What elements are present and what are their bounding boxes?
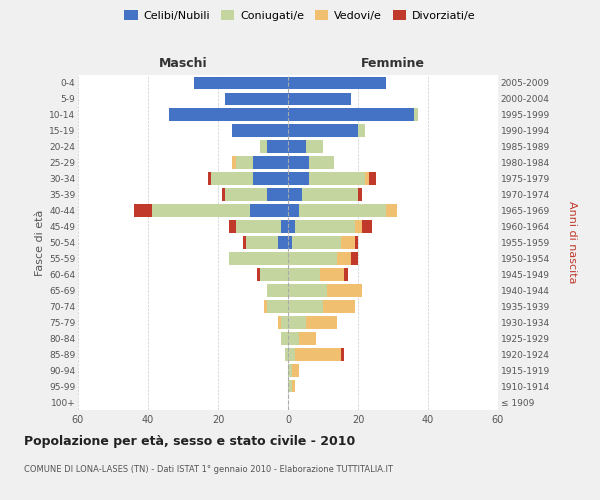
Bar (305, 316, 337, 328)
Bar (250, 204, 288, 217)
Bar (288, 332, 299, 344)
Bar (309, 156, 334, 169)
Bar (326, 284, 361, 296)
Text: Femmine: Femmine (361, 57, 425, 70)
Bar (288, 364, 292, 376)
Bar (229, 220, 235, 233)
Bar (292, 380, 295, 392)
Bar (225, 92, 288, 106)
Bar (232, 156, 235, 169)
Bar (288, 140, 305, 153)
Bar (368, 172, 376, 185)
Bar (288, 172, 309, 185)
Bar (344, 268, 347, 281)
Bar (169, 108, 288, 122)
Bar (320, 268, 344, 281)
Bar (295, 220, 355, 233)
Bar (151, 204, 250, 217)
Bar (288, 188, 302, 201)
Bar (288, 92, 351, 106)
Bar (288, 284, 326, 296)
Bar (288, 76, 386, 90)
Bar (288, 268, 320, 281)
Bar (292, 364, 299, 376)
Bar (260, 140, 267, 153)
Bar (361, 220, 372, 233)
Bar (284, 348, 288, 360)
Bar (365, 172, 368, 185)
Bar (288, 124, 358, 137)
Bar (281, 220, 288, 233)
Bar (229, 252, 288, 265)
Bar (288, 300, 323, 312)
Bar (414, 108, 418, 122)
Bar (323, 300, 355, 312)
Bar (257, 268, 260, 281)
Bar (242, 236, 246, 249)
Bar (288, 252, 337, 265)
Bar (288, 204, 299, 217)
Bar (288, 156, 309, 169)
Bar (232, 124, 288, 137)
Bar (337, 252, 351, 265)
Bar (267, 140, 288, 153)
Bar (288, 220, 295, 233)
Bar (225, 188, 267, 201)
Legend: Celibi/Nubili, Coniugati/e, Vedovi/e, Divorziati/e: Celibi/Nubili, Coniugati/e, Vedovi/e, Di… (120, 6, 480, 25)
Bar (288, 316, 305, 328)
Bar (267, 300, 288, 312)
Bar (134, 204, 151, 217)
Bar (260, 268, 288, 281)
Bar (281, 316, 288, 328)
Bar (277, 236, 288, 249)
Bar (358, 188, 361, 201)
Bar (355, 236, 358, 249)
Bar (277, 316, 281, 328)
Bar (281, 332, 288, 344)
Bar (235, 220, 281, 233)
Bar (253, 156, 288, 169)
Text: COMUNE DI LONA-LASES (TN) - Dati ISTAT 1° gennaio 2010 - Elaborazione TUTTITALIA: COMUNE DI LONA-LASES (TN) - Dati ISTAT 1… (24, 465, 393, 474)
Bar (309, 172, 365, 185)
Bar (351, 252, 358, 265)
Text: Maschi: Maschi (158, 57, 208, 70)
Bar (193, 76, 288, 90)
Bar (267, 284, 288, 296)
Bar (292, 236, 341, 249)
Bar (288, 380, 292, 392)
Bar (221, 188, 225, 201)
Bar (305, 140, 323, 153)
Bar (302, 188, 358, 201)
Bar (341, 236, 355, 249)
Bar (253, 172, 288, 185)
Y-axis label: Fasce di età: Fasce di età (35, 210, 45, 276)
Bar (288, 108, 414, 122)
Bar (263, 300, 267, 312)
Bar (299, 332, 316, 344)
Bar (295, 348, 341, 360)
Bar (267, 188, 288, 201)
Text: Popolazione per età, sesso e stato civile - 2010: Popolazione per età, sesso e stato civil… (24, 435, 355, 448)
Bar (288, 348, 295, 360)
Y-axis label: Anni di nascita: Anni di nascita (566, 201, 577, 284)
Bar (211, 172, 253, 185)
Bar (246, 236, 277, 249)
Bar (355, 220, 361, 233)
Bar (235, 156, 253, 169)
Bar (358, 124, 365, 137)
Bar (299, 204, 386, 217)
Bar (208, 172, 211, 185)
Bar (341, 348, 344, 360)
Bar (386, 204, 397, 217)
Bar (288, 236, 292, 249)
